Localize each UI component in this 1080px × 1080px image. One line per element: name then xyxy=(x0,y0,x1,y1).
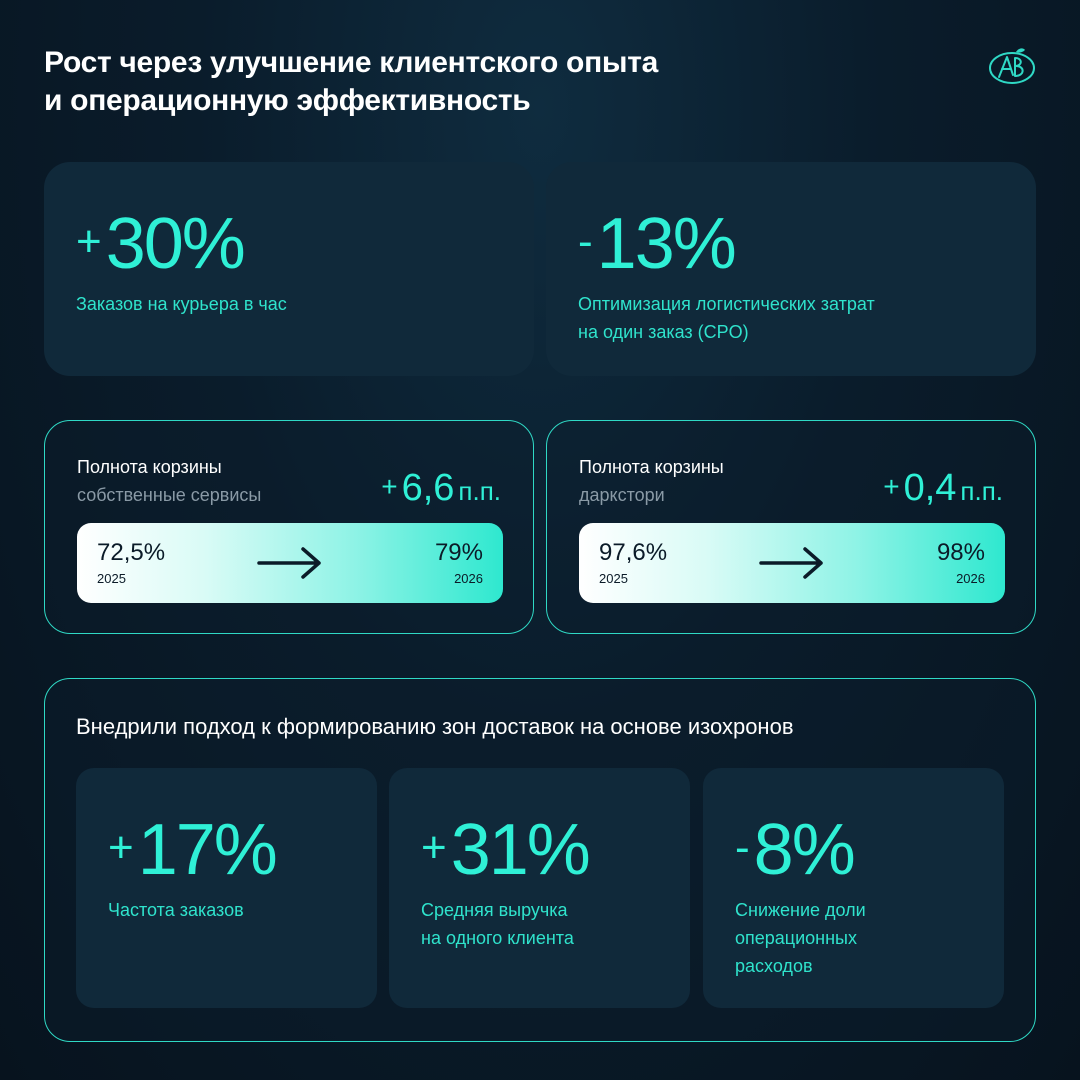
stat-value: -8% xyxy=(735,812,856,886)
basket-subheading: собственные сервисы xyxy=(77,485,262,505)
stat-caption: Заказов на курьера в час xyxy=(76,290,287,318)
stat-number: 13% xyxy=(596,204,737,284)
arrow-right-icon xyxy=(759,547,823,579)
delta-value: 6,6 xyxy=(401,467,455,509)
stat-caption-line: операционных xyxy=(735,928,857,948)
stat-value: +31% xyxy=(421,812,591,886)
from-value: 97,6% xyxy=(599,539,668,566)
stat-sign: - xyxy=(578,217,593,266)
delta-sign: + xyxy=(883,471,900,502)
isochrone-section-title: Внедрили подход к формированию зон доста… xyxy=(76,714,794,739)
stat-caption: Частота заказов xyxy=(108,896,244,924)
basket-heading: Полнота корзины xyxy=(77,457,222,477)
delta-value: 0,4 xyxy=(903,467,957,509)
basket-heading: Полнота корзины xyxy=(579,457,724,477)
isochrone-stat-order-frequency: +17% Частота заказов xyxy=(76,768,377,1008)
stat-sign: + xyxy=(76,217,102,266)
isochrone-stat-avg-revenue: +31% Средняя выручка на одного клиента xyxy=(389,768,690,1008)
stat-caption-line: на одного клиента xyxy=(421,928,574,948)
stat-sign: + xyxy=(108,823,134,872)
stat-caption: Средняя выручка на одного клиента xyxy=(421,896,574,952)
stat-caption: Снижение доли операционных расходов xyxy=(735,896,866,980)
arrow-right-icon xyxy=(257,547,321,579)
from-value: 72,5% xyxy=(97,539,166,566)
to-year: 2026 xyxy=(956,571,985,586)
isochrone-stat-opex-share: -8% Снижение доли операционных расходов xyxy=(703,768,1004,1008)
basket-progress-bar: 97,6% 2025 98% 2026 xyxy=(579,523,1005,603)
stat-value: +30% xyxy=(76,206,246,280)
stat-sign: - xyxy=(735,823,750,872)
from-year: 2025 xyxy=(97,571,126,586)
stat-caption-line: расходов xyxy=(735,956,813,976)
stat-caption-line: Средняя выручка xyxy=(421,900,568,920)
stat-caption-line: Снижение доли xyxy=(735,900,866,920)
delta-unit: п.п. xyxy=(458,476,501,506)
basket-progress-bar: 72,5% 2025 79% 2026 xyxy=(77,523,503,603)
delta-unit: п.п. xyxy=(960,476,1003,506)
stat-caption-line: Частота заказов xyxy=(108,900,244,920)
stat-sign: + xyxy=(421,823,447,872)
stat-caption-line: Оптимизация логистических затрат xyxy=(578,294,875,314)
stat-caption-line: Заказов на курьера в час xyxy=(76,294,287,314)
stat-card-cpo: -13% Оптимизация логистических затрат на… xyxy=(546,162,1036,376)
delta-sign: + xyxy=(381,471,398,502)
page-title-line-2: и операционную эффективность xyxy=(44,84,531,117)
to-year: 2026 xyxy=(454,571,483,586)
basket-card-own-services: Полнота корзины собственные сервисы +6,6… xyxy=(44,420,534,634)
stat-caption-line: на один заказ (CPO) xyxy=(578,322,749,342)
from-year: 2025 xyxy=(599,571,628,586)
basket-subheading: даркстори xyxy=(579,485,665,505)
stat-number: 8% xyxy=(753,810,856,890)
to-value: 98% xyxy=(936,539,985,566)
to-value: 79% xyxy=(434,539,483,566)
basket-delta: +6,6 п.п. xyxy=(381,465,501,513)
basket-delta: +0,4 п.п. xyxy=(883,465,1003,513)
ab-monogram-logo xyxy=(989,48,1035,84)
stat-value: +17% xyxy=(108,812,278,886)
stat-card-orders-per-courier: +30% Заказов на курьера в час xyxy=(44,162,534,376)
basket-card-darkstores: Полнота корзины даркстори +0,4 п.п. 97,6%… xyxy=(546,420,1036,634)
stat-caption: Оптимизация логистических затрат на один… xyxy=(578,290,875,346)
page-title: Рост через улучшение клиентского опыта и… xyxy=(44,44,844,120)
stat-number: 30% xyxy=(105,204,246,284)
stat-value: -13% xyxy=(578,206,737,280)
stat-number: 31% xyxy=(450,810,591,890)
stat-number: 17% xyxy=(137,810,278,890)
page-title-line-1: Рост через улучшение клиентского опыта xyxy=(44,46,659,79)
